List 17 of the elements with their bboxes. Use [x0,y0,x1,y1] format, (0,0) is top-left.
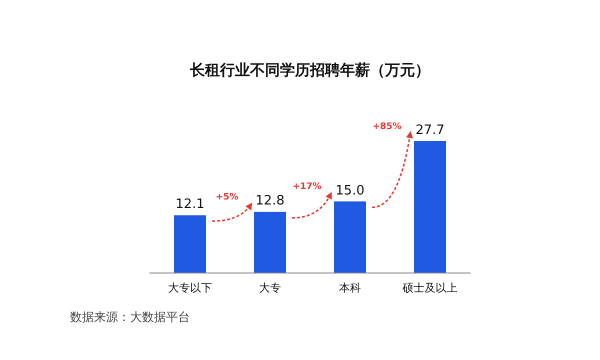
text: +85% [372,122,402,132]
x-tick-label: 大专 [259,281,281,294]
bar [174,215,206,273]
annotation: +17% [292,182,322,192]
bar [254,212,286,273]
source-note: 数据来源：大数据平台 [70,310,190,324]
x-tick-label: 大专以下 [168,281,212,294]
chart-title: 长租行业不同学历招聘年薪（万元） [189,60,430,79]
data-label: 12.8 [256,194,284,209]
x-tick-label: 本科 [339,281,361,294]
data-label: 27.7 [416,122,444,138]
x-tick-label: 硕士及以上 [402,281,458,294]
data-label: 12.1 [176,197,204,212]
annotation: +5% [216,192,238,203]
bar [334,201,366,273]
data-label: 15.0 [336,183,364,198]
bar [414,140,446,273]
